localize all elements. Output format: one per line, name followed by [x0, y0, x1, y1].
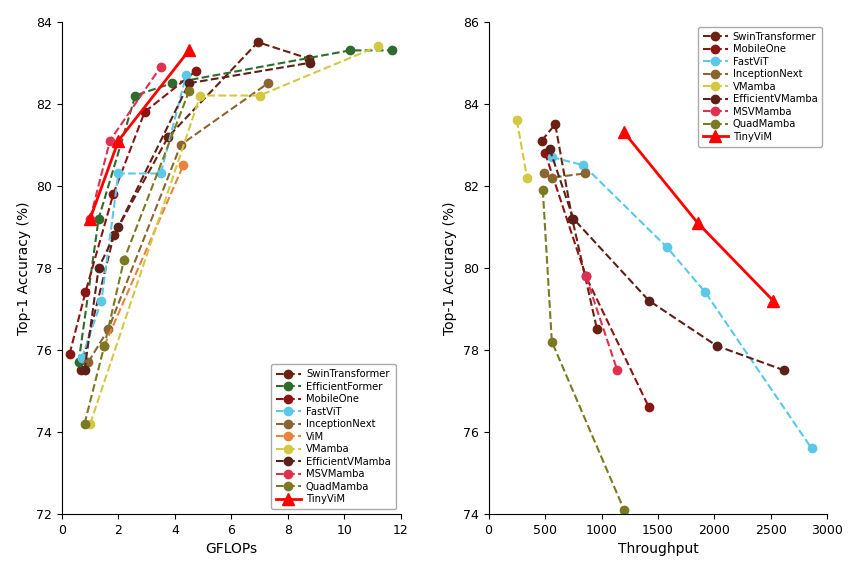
Y-axis label: Top-1 Accuracy (%): Top-1 Accuracy (%) [443, 201, 458, 335]
Legend: SwinTransformer, MobileOne, FastViT, InceptionNext, VMamba, EfficientVMamba, MSV: SwinTransformer, MobileOne, FastViT, Inc… [697, 27, 822, 147]
X-axis label: Throughput: Throughput [617, 542, 698, 556]
Y-axis label: Top-1 Accuracy (%): Top-1 Accuracy (%) [16, 201, 31, 335]
X-axis label: GFLOPs: GFLOPs [206, 542, 257, 556]
Legend: SwinTransformer, EfficientFormer, MobileOne, FastViT, InceptionNext, ViM, VMamba: SwinTransformer, EfficientFormer, Mobile… [271, 364, 396, 509]
